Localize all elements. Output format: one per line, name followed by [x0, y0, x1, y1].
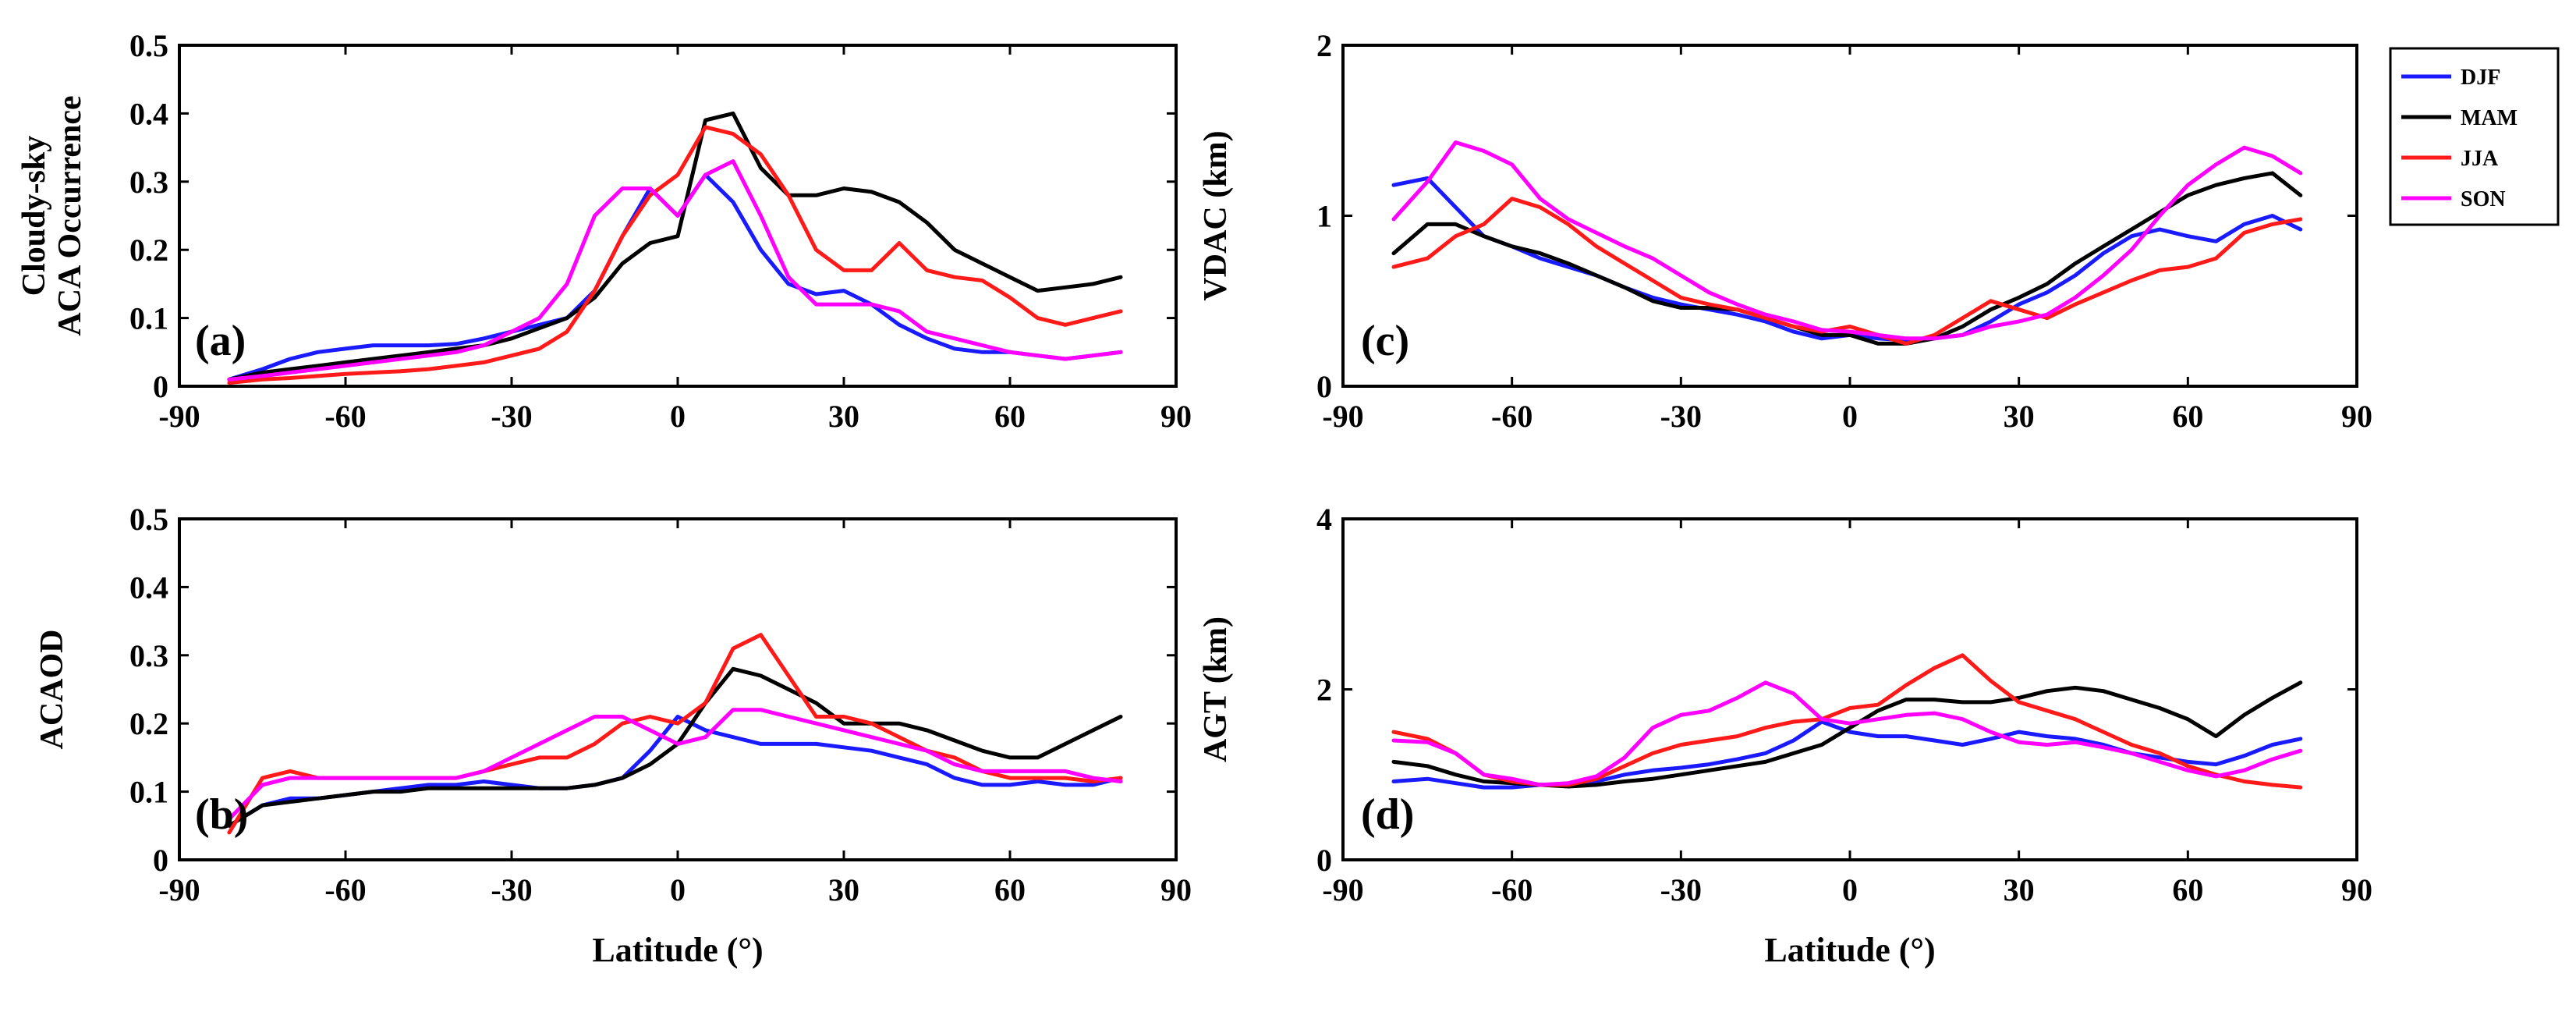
panel-a: -90 -60 -30 0 30 60 90 0 0.1 0.2 0.3 0.4 0.5 (a) Cloud… — [16, 28, 1192, 434]
x-tick-label: -60 — [1491, 399, 1532, 434]
x-tick-label: 60 — [994, 399, 1026, 434]
x-tick-label: -60 — [1491, 872, 1532, 907]
y-tick-label: 0.3 — [129, 165, 168, 200]
x-tick-label: 90 — [2341, 872, 2372, 907]
plot-frame — [178, 517, 1178, 861]
x-tick-label: -90 — [1322, 872, 1363, 907]
legend-label-mam: MAM — [2461, 106, 2518, 130]
x-tick-label: 90 — [1160, 872, 1192, 907]
x-axis-label: Latitude (°) — [1764, 931, 1935, 969]
panel-d: -90 -60 -30 0 30 60 90 0 2 4 (d) AGT (km) Latitude (… — [1198, 502, 2372, 969]
series-line-mam — [227, 666, 1123, 828]
series-line-jja — [1391, 197, 2303, 346]
x-tick-label: 90 — [2341, 399, 2372, 434]
panel-label: (a) — [195, 317, 246, 365]
legend: DJF MAM JJA SON — [2389, 47, 2560, 226]
series-line-son — [227, 708, 1123, 822]
y-axis-label: AGT (km) — [1198, 616, 1234, 762]
y-tick-label: 0.1 — [129, 775, 168, 810]
plot-frame — [1341, 44, 2358, 388]
x-tick-label: 60 — [994, 872, 1026, 907]
x-tick-label: 0 — [670, 399, 686, 434]
legend-label-djf: DJF — [2461, 66, 2500, 90]
y-tick-label: 1 — [1316, 199, 1332, 234]
x-tick-label: 0 — [670, 872, 686, 907]
y-axis-label: ACA Occurrence — [52, 95, 88, 336]
y-tick-label: 2 — [1316, 673, 1332, 708]
series-line-jja — [227, 125, 1123, 385]
y-tick-label: 0.2 — [129, 233, 168, 268]
panel-label: (c) — [1361, 317, 1409, 365]
y-tick-label: 0 — [153, 369, 168, 404]
x-tick-label: 60 — [2172, 872, 2203, 907]
series-line-jja — [227, 633, 1123, 835]
y-tick-label: 0 — [153, 843, 168, 878]
x-tick-label: -60 — [324, 872, 366, 907]
x-tick-label: -90 — [158, 872, 200, 907]
x-tick-label: -30 — [491, 399, 532, 434]
series-line-son — [1391, 140, 2303, 341]
x-tick-label: 0 — [1842, 399, 1858, 434]
series-line-son — [1391, 680, 2303, 787]
x-tick-label: -90 — [158, 399, 200, 434]
x-tick-label: 0 — [1842, 872, 1858, 907]
panel-b: -90 -60 -30 0 30 60 90 0 0.1 0.2 0.3 0.4 0.5 (b) ACAOD… — [34, 502, 1192, 969]
panel-label: (d) — [1361, 790, 1414, 839]
y-axis-label: Cloudy-sky — [16, 136, 52, 296]
x-tick-label: -90 — [1322, 399, 1363, 434]
y-tick-label: 0.4 — [129, 570, 168, 605]
x-tick-label: -30 — [1660, 872, 1702, 907]
plot-frame — [1341, 517, 2358, 861]
panel-label: (b) — [195, 790, 248, 839]
legend-label-jja: JJA — [2461, 147, 2499, 171]
y-tick-label: 2 — [1316, 28, 1332, 63]
y-tick-label: 0 — [1316, 843, 1332, 878]
series-line-djf — [227, 172, 1123, 382]
y-tick-label: 0.5 — [129, 502, 168, 537]
x-tick-label: 30 — [2004, 399, 2035, 434]
y-axis-label: ACAOD — [34, 630, 70, 750]
y-tick-label: 4 — [1316, 502, 1332, 537]
x-tick-label: 90 — [1160, 399, 1192, 434]
x-tick-label: 30 — [828, 872, 859, 907]
x-tick-label: 30 — [828, 399, 859, 434]
x-tick-label: -30 — [1660, 399, 1702, 434]
y-tick-label: 0 — [1316, 369, 1332, 404]
x-tick-label: 30 — [2004, 872, 2035, 907]
series-line-mam — [227, 111, 1123, 382]
series-line-mam — [1391, 171, 2303, 346]
y-tick-label: 0.4 — [129, 96, 168, 131]
x-tick-label: -30 — [491, 872, 532, 907]
y-tick-label: 0.5 — [129, 28, 168, 63]
y-tick-label: 0.1 — [129, 301, 168, 336]
panel-c: -90 -60 -30 0 30 60 90 0 1 2 (c) VDAC (km) — [1198, 28, 2372, 434]
legend-label-son: SON — [2461, 187, 2506, 211]
series-line-mam — [1391, 680, 2303, 789]
y-axis-label: VDAC (km) — [1198, 130, 1234, 300]
y-tick-label: 0.3 — [129, 638, 168, 673]
x-tick-label: 60 — [2172, 399, 2203, 434]
series-line-son — [227, 159, 1123, 382]
plot-frame — [178, 44, 1178, 388]
x-tick-label: -60 — [324, 399, 366, 434]
x-axis-label: Latitude (°) — [592, 931, 763, 969]
y-tick-label: 0.2 — [129, 706, 168, 741]
